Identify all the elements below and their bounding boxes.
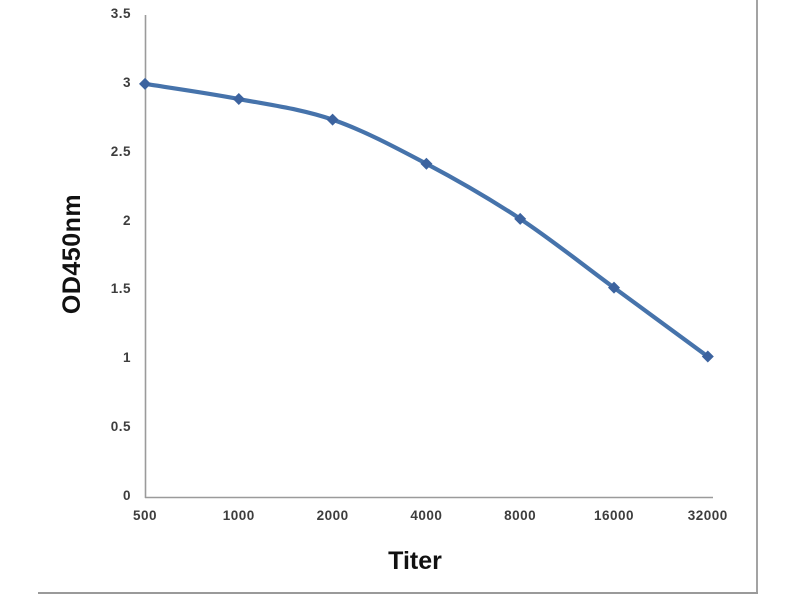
data-point-marker <box>326 113 339 126</box>
y-axis-tick-label: 0.5 <box>110 419 131 435</box>
x-axis-tick-label: 32000 <box>687 508 728 523</box>
x-axis-tick-label: 500 <box>132 508 158 523</box>
x-axis-tick-label: 4000 <box>410 508 443 523</box>
y-axis-tick-label: 3.5 <box>110 6 131 21</box>
x-axis-tick-label: 16000 <box>593 508 635 523</box>
data-point-marker <box>420 157 433 170</box>
data-series-line <box>142 81 710 359</box>
data-point-marker <box>701 350 714 363</box>
x-axis-tick-label: 8000 <box>504 508 537 523</box>
data-point-marker <box>232 93 245 106</box>
data-point-marker <box>514 212 527 225</box>
image-frame-bottom-border <box>38 592 758 594</box>
x-axis-tick-label: 1000 <box>222 508 255 523</box>
data-point-marker <box>608 281 620 294</box>
y-axis-tick-label: 2 <box>122 212 131 228</box>
y-axis-tick-label: 1.5 <box>110 281 131 297</box>
y-axis-tick-label: 3 <box>122 74 131 90</box>
image-frame-right-border <box>756 0 758 593</box>
x-axis-tick-label: 2000 <box>316 508 349 523</box>
data-point-marker <box>139 77 151 90</box>
y-axis-tick-label: 1 <box>122 350 131 366</box>
y-axis-title: OD450nm <box>58 193 86 315</box>
x-axis-title: Titer <box>388 547 442 575</box>
y-axis-tick-label: 2.5 <box>110 143 131 159</box>
y-axis-tick-label: 0 <box>122 488 131 503</box>
